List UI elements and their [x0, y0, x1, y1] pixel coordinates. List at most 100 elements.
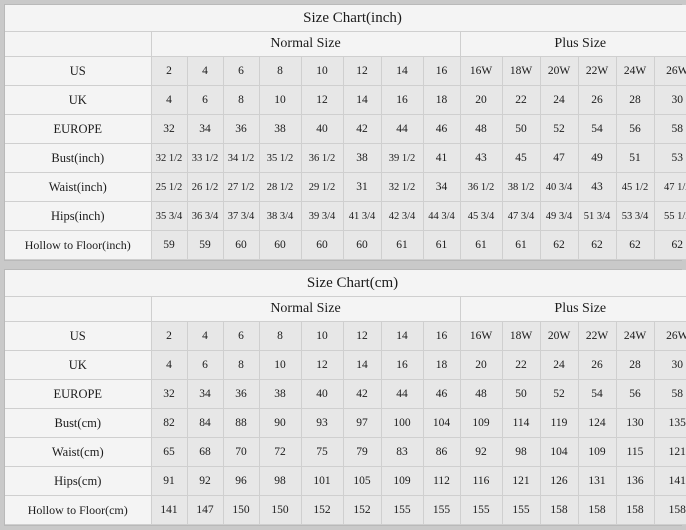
- table-cell: 42: [342, 379, 382, 409]
- table-cell: 97: [342, 408, 382, 438]
- group-header-plus-size: Plus Size: [459, 296, 686, 322]
- table-cell: 100: [380, 408, 424, 438]
- table-cell: 20: [459, 85, 503, 115]
- table-cell: 28: [615, 85, 655, 115]
- table-cell: 109: [459, 408, 503, 438]
- table-cell: 35 1/2: [258, 143, 302, 173]
- table-row: Hips(inch) 35 3/4 36 3/4 37 3/4 38 3/4 39 3/4…: [5, 201, 686, 231]
- table-cell: 14: [380, 321, 424, 351]
- table-cell: 40: [300, 379, 344, 409]
- group-header-plus-size: Plus Size: [459, 31, 686, 57]
- group-header-spacer: [5, 31, 152, 57]
- table-cell: 141: [653, 466, 686, 496]
- table-cell: 50: [501, 114, 541, 144]
- table-cell: 32: [150, 379, 188, 409]
- table-cell: 47 3/4: [501, 201, 541, 231]
- table-cell: 62: [615, 230, 655, 260]
- table-cell: 136: [615, 466, 655, 496]
- table-cell: 56: [615, 379, 655, 409]
- table-cell: 25 1/2: [150, 172, 188, 202]
- table-cell: 152: [300, 495, 344, 525]
- table-cell: 38: [342, 143, 382, 173]
- table-cell: 60: [258, 230, 302, 260]
- table-cell: 152: [342, 495, 382, 525]
- table-cell: 109: [380, 466, 424, 496]
- table-cell: 36: [222, 379, 260, 409]
- table-cell: 62: [577, 230, 617, 260]
- table-cell: 115: [615, 437, 655, 467]
- table-cell: 124: [577, 408, 617, 438]
- table-cell: 47: [539, 143, 579, 173]
- table-cell: 50: [501, 379, 541, 409]
- table-cell: 18W: [501, 56, 541, 86]
- table-row: UK 4 6 8 10 12 14 16 18 20 22 24 26 28 30: [5, 350, 686, 380]
- table-row: Hips(cm) 91 92 96 98 101 105 109 112 116 121 126 131…: [5, 466, 686, 496]
- table-cell: 91: [150, 466, 188, 496]
- table-cell: 36 1/2: [459, 172, 503, 202]
- table-cell: 8: [258, 321, 302, 351]
- table-cell: 158: [577, 495, 617, 525]
- table-cell: 4: [150, 85, 188, 115]
- table-cell: 150: [258, 495, 302, 525]
- table-cell: 109: [577, 437, 617, 467]
- table-cell: 45: [501, 143, 541, 173]
- row-label: EUROPE: [5, 379, 152, 409]
- table-cell: 20: [459, 350, 503, 380]
- table-cell: 10: [258, 85, 302, 115]
- table-cell: 88: [222, 408, 260, 438]
- table-cell: 90: [258, 408, 302, 438]
- table-cell: 98: [501, 437, 541, 467]
- table-cell: 96: [222, 466, 260, 496]
- table-cell: 38 3/4: [258, 201, 302, 231]
- table-cell: 135: [653, 408, 686, 438]
- table-cell: 61: [501, 230, 541, 260]
- table-cell: 42 3/4: [380, 201, 424, 231]
- table-cell: 44 3/4: [422, 201, 461, 231]
- table-cell: 126: [539, 466, 579, 496]
- table-cell: 54: [577, 114, 617, 144]
- table-cell: 4: [186, 321, 224, 351]
- table-cell: 41: [422, 143, 461, 173]
- table-cell: 52: [539, 379, 579, 409]
- row-label: Hips(inch): [5, 201, 152, 231]
- table-cell: 121: [501, 466, 541, 496]
- row-label: Bust(cm): [5, 408, 152, 438]
- table-cell: 116: [459, 466, 503, 496]
- table-cell: 2: [150, 56, 188, 86]
- chart-separator: [4, 261, 682, 269]
- row-label: Waist(cm): [5, 437, 152, 467]
- row-label: Bust(inch): [5, 143, 152, 173]
- table-cell: 30: [653, 85, 686, 115]
- table-cell: 27 1/2: [222, 172, 260, 202]
- table-cell: 28: [615, 350, 655, 380]
- table-cell: 2: [150, 321, 188, 351]
- table-cell: 36: [222, 114, 260, 144]
- table-cell: 131: [577, 466, 617, 496]
- table-cell: 16: [422, 321, 461, 351]
- table-cell: 28 1/2: [258, 172, 302, 202]
- table-cell: 40 3/4: [539, 172, 579, 202]
- table-cell: 16: [380, 85, 424, 115]
- table-cell: 62: [653, 230, 686, 260]
- table-cell: 61: [380, 230, 424, 260]
- table-cell: 43: [459, 143, 503, 173]
- table-cell: 31: [342, 172, 382, 202]
- table-cell: 158: [653, 495, 686, 525]
- table-cell: 24W: [615, 321, 655, 351]
- table-cell: 6: [222, 56, 260, 86]
- table-cell: 14: [342, 85, 382, 115]
- table-cell: 82: [150, 408, 188, 438]
- table-cell: 20W: [539, 56, 579, 86]
- table-cell: 53: [653, 143, 686, 173]
- table-cell: 72: [258, 437, 302, 467]
- table-cell: 40: [300, 114, 344, 144]
- table-cell: 98: [258, 466, 302, 496]
- table-row: Hollow to Floor(inch) 59 59 60 60 60 60 61 61 61 6…: [5, 230, 686, 260]
- table-cell: 30: [653, 350, 686, 380]
- table-cell: 22W: [577, 56, 617, 86]
- table-row: Bust(cm) 82 84 88 90 93 97 100 104 109 114 119 124 13…: [5, 408, 686, 438]
- table-cell: 16W: [459, 56, 503, 86]
- table-cell: 141: [150, 495, 188, 525]
- table-cell: 36 3/4: [186, 201, 224, 231]
